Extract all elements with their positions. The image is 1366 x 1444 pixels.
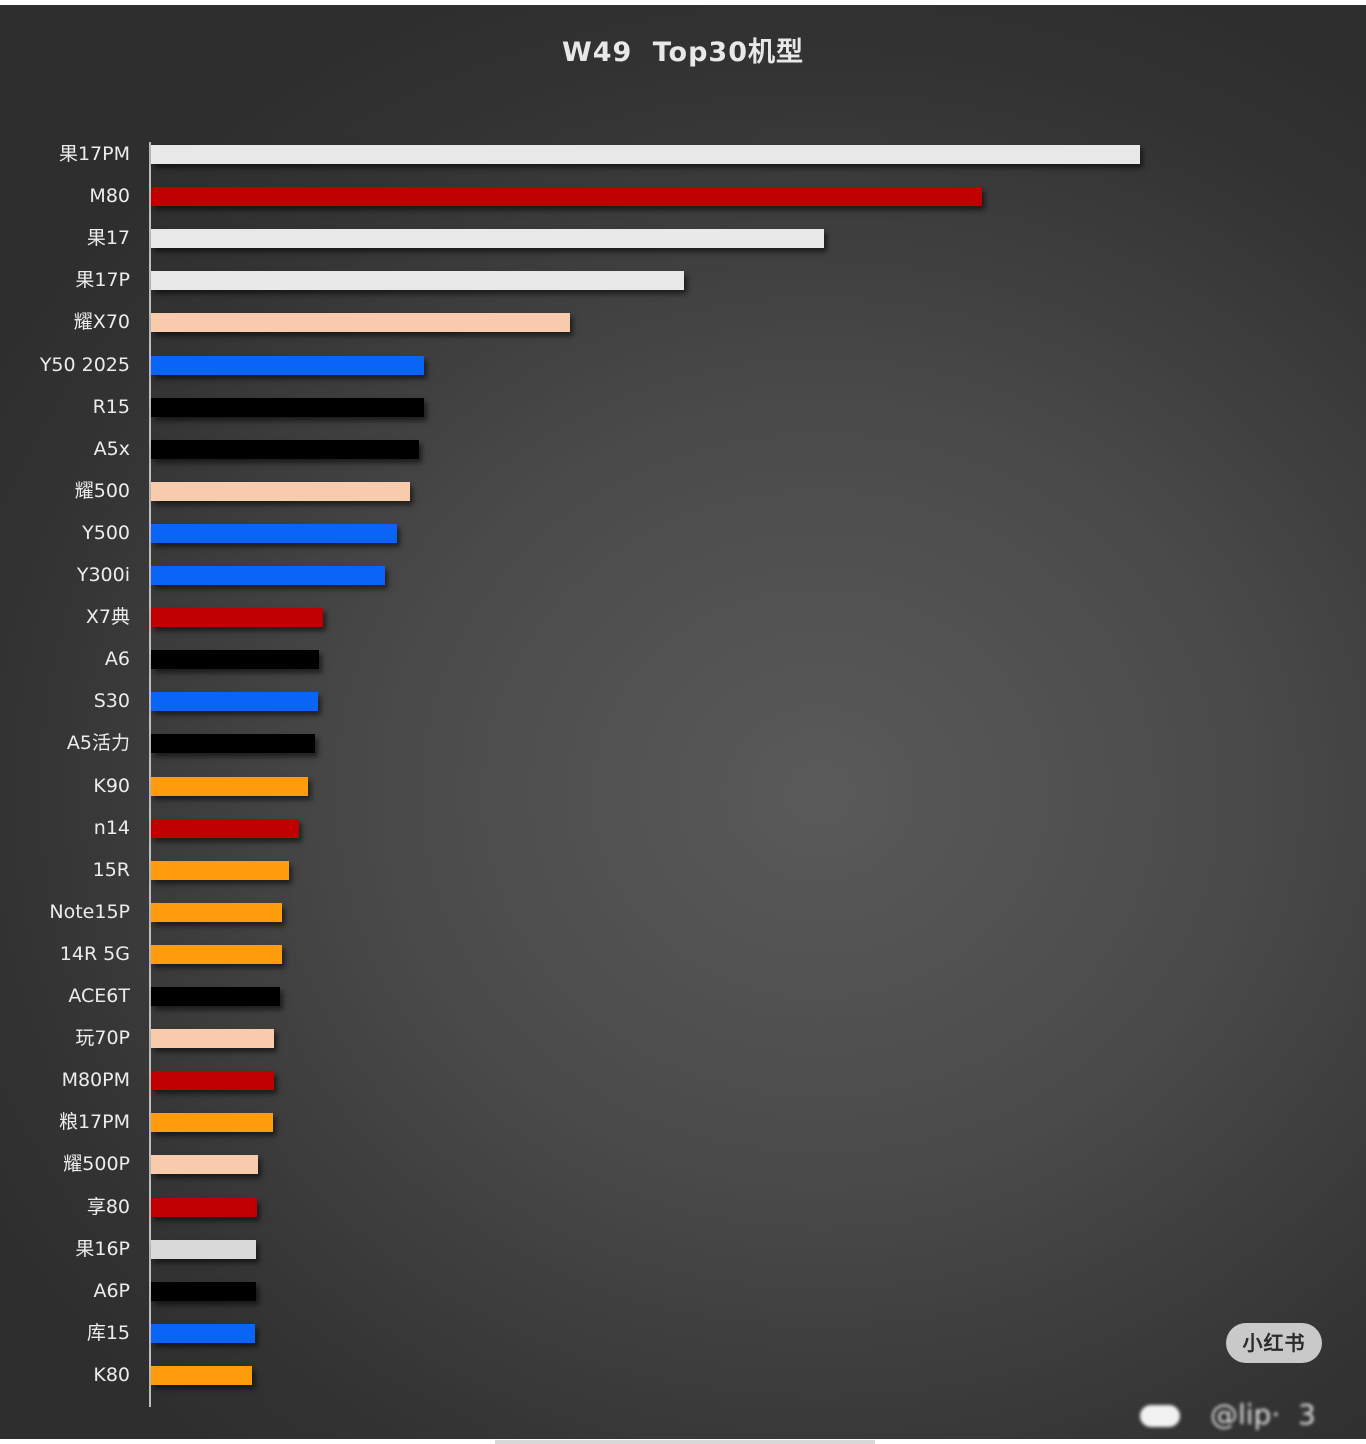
author-watermark: @lip· ‍ 3 (1140, 1395, 1350, 1435)
category-label: 玩70P (75, 1027, 130, 1050)
category-label: X7典 (85, 606, 130, 629)
category-label: n14 (93, 816, 130, 839)
category-label: 库15 (86, 1321, 130, 1344)
bar (151, 145, 1140, 164)
bar-row: 果16P (0, 1229, 1366, 1271)
bar-row: 耀500P (0, 1144, 1366, 1186)
bar-row: A5x (0, 429, 1366, 471)
chart-background: W49 Top30机型 果17PM M80 果17 果17P 耀X70 Y50 2025 R… (0, 5, 1366, 1439)
bar-row: K80 (0, 1355, 1366, 1397)
bar (151, 902, 282, 922)
category-label: R15 (92, 395, 130, 418)
bar-row: M80PM (0, 1060, 1366, 1102)
bar-row: 玩70P (0, 1018, 1366, 1060)
category-label: 果17P (75, 269, 130, 292)
bar-row: 享80 (0, 1187, 1366, 1229)
category-label: 14R 5G (59, 942, 130, 965)
bar (151, 397, 424, 417)
bar (151, 860, 289, 880)
category-label: 果16P (75, 1237, 130, 1260)
category-label: 果17PM (58, 143, 130, 165)
bar (151, 1029, 274, 1049)
bar-row: 果17 (0, 218, 1366, 260)
bar-row: 耀X70 (0, 302, 1366, 344)
bar-row: K90 (0, 766, 1366, 808)
bar (151, 187, 982, 207)
category-label: Y500 (82, 521, 130, 544)
bar (151, 1323, 255, 1343)
bar-row: X7典 (0, 597, 1366, 639)
category-label: Note15P (49, 900, 130, 923)
bar (151, 439, 419, 459)
bar-row: 库15 (0, 1313, 1366, 1355)
bar-row: A5活力 (0, 723, 1366, 765)
category-label: ACE6T (68, 985, 130, 1007)
category-label: 享80 (86, 1195, 130, 1218)
bar-row: R15 (0, 387, 1366, 429)
bar (151, 1239, 256, 1259)
bar-row: 果17PM (0, 134, 1366, 176)
bar (151, 1281, 256, 1301)
bar-row: M80 (0, 176, 1366, 218)
author-handle: @lip· ‍ 3 (1210, 1398, 1316, 1431)
category-label: 15R (92, 858, 130, 881)
bar (151, 1071, 274, 1091)
bar (151, 692, 318, 712)
bar-row: Y300i (0, 555, 1366, 597)
category-label: A5活力 (66, 732, 130, 755)
category-label: 耀500P (63, 1153, 130, 1176)
bar (151, 987, 280, 1006)
bottom-edge-strip (495, 1440, 875, 1444)
bar-row: Note15P (0, 892, 1366, 934)
category-label: 耀X70 (73, 311, 130, 334)
chart-title: W49 Top30机型 (561, 37, 805, 68)
category-label: K90 (93, 774, 130, 797)
bar-row: n14 (0, 808, 1366, 850)
bar (151, 776, 308, 796)
bar (151, 608, 323, 628)
bar-row: Y50 2025 (0, 345, 1366, 387)
category-label: A6P (93, 1279, 130, 1302)
category-label: 耀500 (74, 479, 130, 502)
bar (151, 523, 397, 543)
bar (151, 1155, 258, 1175)
cloud-logo-icon (1140, 1405, 1180, 1427)
category-label: A6 (104, 648, 130, 671)
category-label: A5x (93, 437, 130, 460)
bar (151, 229, 824, 249)
bar (151, 734, 315, 754)
category-label: M80PM (61, 1069, 130, 1092)
bar-row: 耀500 (0, 471, 1366, 513)
bar (151, 944, 282, 964)
category-label: M80 (89, 185, 130, 208)
category-label: Y300i (76, 564, 130, 586)
bar-row: A6 (0, 639, 1366, 681)
bar-row: A6P (0, 1271, 1366, 1313)
y-axis-line (149, 142, 151, 1407)
category-label: 粮17PM (58, 1111, 130, 1134)
bar (151, 1113, 273, 1133)
bar-row: ACE6T (0, 976, 1366, 1018)
category-label: Y50 2025 (39, 353, 130, 376)
bar-row: 15R (0, 850, 1366, 892)
bar (151, 818, 299, 838)
bar-row: 果17P (0, 260, 1366, 302)
bar (151, 481, 410, 501)
bar (151, 1365, 252, 1385)
bar (151, 271, 684, 291)
bar-row: 14R 5G (0, 934, 1366, 976)
bar-row: S30 (0, 681, 1366, 723)
bar (151, 313, 570, 333)
bar-row: 粮17PM (0, 1102, 1366, 1144)
category-label: 果17 (86, 227, 130, 250)
bar-row: Y500 (0, 513, 1366, 555)
xiaohongshu-watermark-badge: 小红书 (1226, 1323, 1322, 1363)
bar (151, 650, 319, 670)
bar (151, 355, 424, 375)
bar (151, 1197, 257, 1217)
bar (151, 566, 385, 585)
category-label: K80 (93, 1363, 130, 1386)
category-label: S30 (93, 690, 130, 713)
